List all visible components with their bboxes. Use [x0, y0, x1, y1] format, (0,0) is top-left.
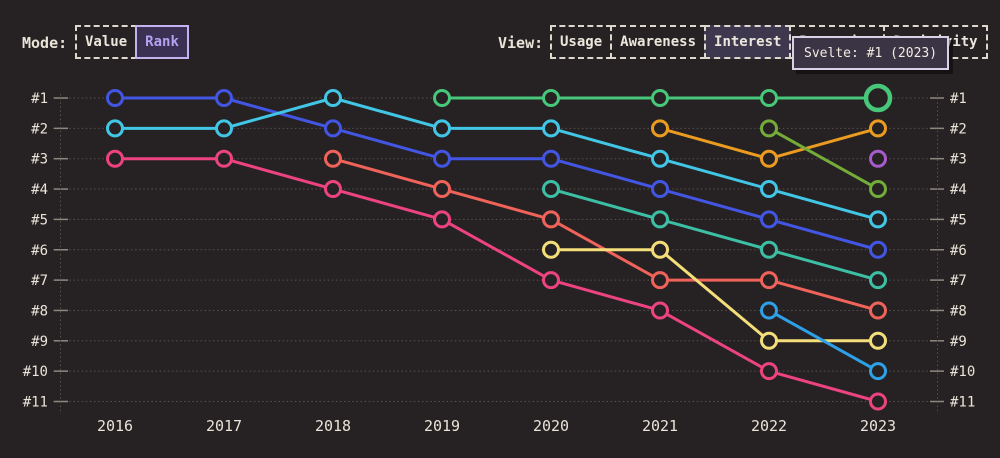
- data-point-azure-2022[interactable]: [760, 301, 778, 320]
- rank-label-left: #5: [31, 212, 48, 228]
- rank-label-right: #10: [950, 364, 975, 380]
- rank-label-right: #11: [950, 395, 975, 411]
- data-point-blue-2021[interactable]: [651, 180, 669, 199]
- year-label: 2021: [642, 417, 678, 435]
- rank-label-left: #6: [31, 243, 48, 259]
- year-label: 2020: [533, 417, 569, 435]
- data-point-blue-2018[interactable]: [324, 119, 342, 138]
- data-point-pink-2016[interactable]: [106, 149, 124, 168]
- mode-tab-value[interactable]: Value: [75, 25, 138, 59]
- year-label: 2018: [315, 417, 351, 435]
- data-point-teal-2022[interactable]: [760, 240, 778, 259]
- data-point-teal-2021[interactable]: [651, 210, 669, 229]
- rank-label-right: #5: [950, 212, 967, 228]
- view-tab-interest[interactable]: Interest: [704, 25, 792, 59]
- data-point-pink-2023[interactable]: [869, 392, 887, 411]
- data-point-coral-2020[interactable]: [542, 210, 560, 229]
- hover-tooltip: Svelte: #1 (2023): [792, 36, 950, 70]
- rank-label-left: #9: [31, 334, 48, 350]
- year-label: 2017: [206, 417, 242, 435]
- rank-label-right: #8: [950, 303, 967, 319]
- series-line-azure[interactable]: [767, 308, 880, 373]
- data-point-pink-2019[interactable]: [433, 210, 451, 229]
- rank-label-right: #9: [950, 334, 967, 350]
- rank-label-right: #2: [950, 121, 967, 137]
- rank-label-left: #4: [31, 182, 48, 198]
- data-point-coral-2021[interactable]: [651, 271, 669, 290]
- data-point-sky-cyan-2020[interactable]: [542, 119, 560, 138]
- data-point-sky-cyan-2016[interactable]: [106, 119, 124, 138]
- data-point-yellow-2022[interactable]: [760, 331, 778, 350]
- data-point-blue-2019[interactable]: [433, 149, 451, 168]
- rank-label-left: #10: [23, 364, 48, 380]
- rank-label-right: #4: [950, 182, 967, 198]
- rank-label-left: #8: [31, 303, 48, 319]
- rank-label-right: #7: [950, 273, 967, 289]
- data-point-blue-2022[interactable]: [760, 210, 778, 229]
- data-point-sky-cyan-2018[interactable]: [324, 89, 342, 107]
- data-point-blue-2016[interactable]: [106, 89, 124, 107]
- data-point-orange-2023[interactable]: [869, 119, 887, 138]
- data-point-sky-cyan-2021[interactable]: [651, 149, 669, 168]
- data-point-azure-2023[interactable]: [869, 362, 887, 381]
- mode-toggle: Value Rank: [75, 25, 189, 59]
- data-point-sky-cyan-2022[interactable]: [760, 180, 778, 199]
- series-line-olive[interactable]: [767, 126, 880, 191]
- rank-label-right: #3: [950, 152, 967, 168]
- data-point-olive-2023[interactable]: [869, 180, 887, 199]
- data-point-yellow-2020[interactable]: [542, 240, 560, 259]
- series-line-pink[interactable]: [113, 157, 880, 403]
- year-label: 2022: [751, 417, 787, 435]
- series-line-sky-cyan[interactable]: [113, 96, 880, 221]
- rank-label-left: #11: [23, 395, 48, 411]
- data-point-coral-2022[interactable]: [760, 271, 778, 290]
- mode-tab-rank[interactable]: Rank: [135, 25, 189, 59]
- mode-label: Mode:: [22, 34, 68, 52]
- data-point-svelte-2021[interactable]: [651, 89, 669, 107]
- rank-label-right: #1: [950, 91, 967, 107]
- data-point-svelte-2022[interactable]: [760, 89, 778, 107]
- data-point-pink-2021[interactable]: [651, 301, 669, 320]
- rank-label-left: #1: [31, 91, 48, 107]
- series-line-coral[interactable]: [331, 157, 880, 312]
- data-point-sky-cyan-2023[interactable]: [869, 210, 887, 229]
- year-label: 2016: [97, 417, 133, 435]
- year-label: 2019: [424, 417, 460, 435]
- data-point-orange-2021[interactable]: [651, 119, 669, 138]
- data-point-svelte-2020[interactable]: [542, 89, 560, 107]
- series-line-blue[interactable]: [113, 96, 880, 252]
- view-tab-awareness[interactable]: Awareness: [610, 25, 707, 59]
- data-point-coral-2018[interactable]: [324, 149, 342, 168]
- data-point-blue-2020[interactable]: [542, 149, 560, 168]
- data-point-olive-2022[interactable]: [760, 119, 778, 138]
- data-point-yellow-2023[interactable]: [869, 331, 887, 350]
- data-point-yellow-2021[interactable]: [651, 240, 669, 259]
- data-point-sky-cyan-2019[interactable]: [433, 119, 451, 138]
- data-point-pink-2022[interactable]: [760, 362, 778, 381]
- data-point-pink-2017[interactable]: [215, 149, 233, 168]
- rank-label-left: #2: [31, 121, 48, 137]
- data-point-pink-2020[interactable]: [542, 271, 560, 290]
- data-point-purple-2023[interactable]: [869, 149, 887, 168]
- data-point-svelte-2019[interactable]: [433, 89, 451, 107]
- data-point-blue-2023[interactable]: [869, 240, 887, 259]
- data-point-teal-2020[interactable]: [542, 180, 560, 199]
- rank-label-left: #3: [31, 152, 48, 168]
- data-point-svelte-2023[interactable]: [863, 83, 893, 113]
- series-line-teal[interactable]: [549, 187, 880, 282]
- rank-label-right: #6: [950, 243, 967, 259]
- data-point-orange-2022[interactable]: [760, 149, 778, 168]
- year-label: 2023: [860, 417, 896, 435]
- view-label: View:: [498, 34, 544, 52]
- data-point-teal-2023[interactable]: [869, 271, 887, 290]
- rank-label-left: #7: [31, 273, 48, 289]
- data-point-sky-cyan-2017[interactable]: [215, 119, 233, 138]
- data-point-pink-2018[interactable]: [324, 180, 342, 199]
- data-point-blue-2017[interactable]: [215, 89, 233, 107]
- data-point-coral-2023[interactable]: [869, 301, 887, 320]
- data-point-coral-2019[interactable]: [433, 180, 451, 199]
- view-tab-usage[interactable]: Usage: [550, 25, 613, 59]
